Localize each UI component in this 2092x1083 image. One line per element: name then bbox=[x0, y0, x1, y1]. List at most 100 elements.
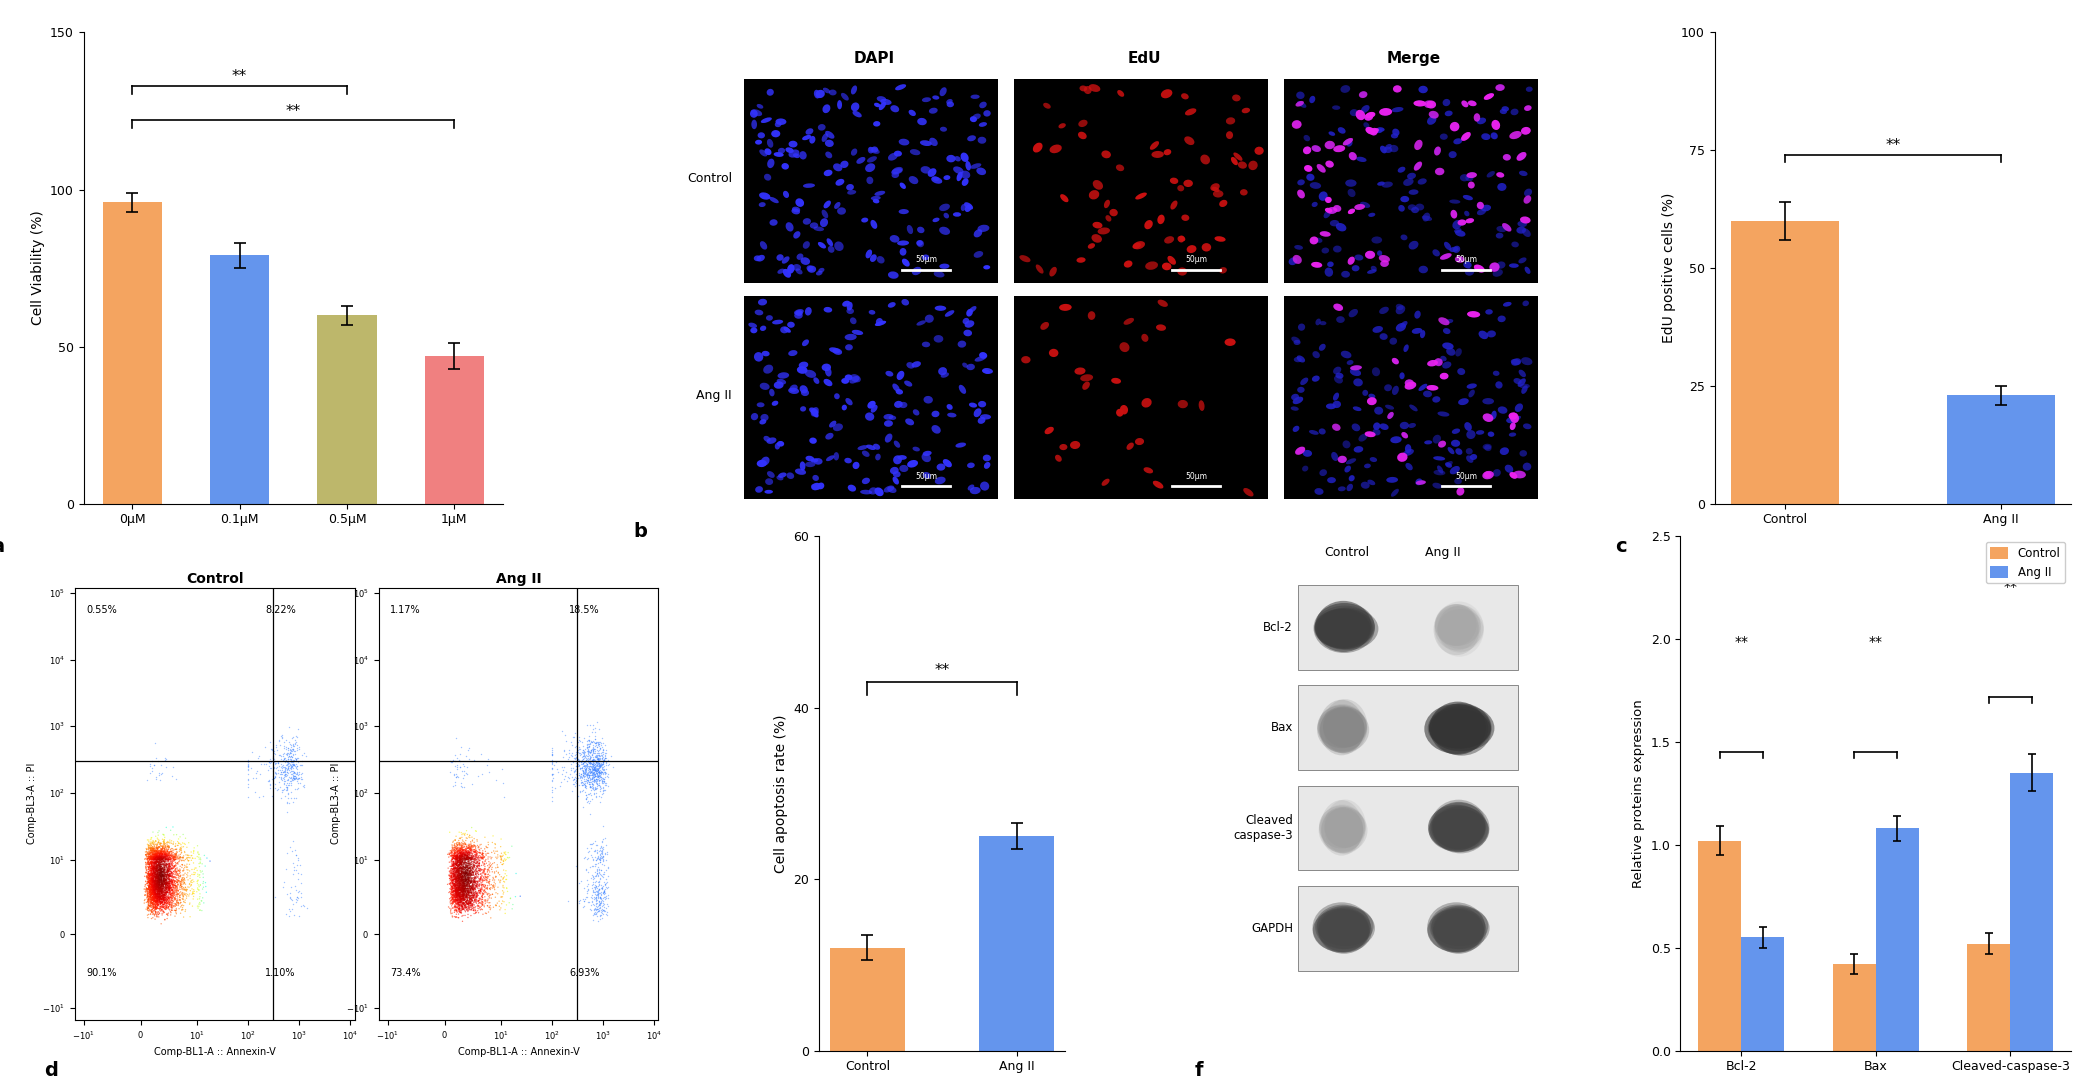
Ellipse shape bbox=[1314, 603, 1374, 653]
Ellipse shape bbox=[1437, 605, 1481, 653]
Ellipse shape bbox=[1322, 807, 1364, 853]
Text: g: g bbox=[1602, 1081, 1617, 1083]
Ellipse shape bbox=[1320, 805, 1366, 851]
Text: Control: Control bbox=[1324, 547, 1370, 560]
Ellipse shape bbox=[1320, 706, 1364, 753]
Ellipse shape bbox=[1437, 605, 1483, 652]
Ellipse shape bbox=[1427, 909, 1483, 952]
Ellipse shape bbox=[1322, 700, 1368, 754]
FancyBboxPatch shape bbox=[1297, 785, 1517, 871]
Bar bbox=[103, 203, 161, 504]
Bar bbox=[2010, 773, 2054, 1051]
Legend: Control, Ang II: Control, Ang II bbox=[1985, 542, 2065, 584]
Bar bbox=[831, 948, 904, 1051]
Ellipse shape bbox=[1320, 708, 1364, 753]
Text: **: ** bbox=[2004, 579, 2017, 593]
Text: Ang II: Ang II bbox=[1425, 547, 1460, 560]
Ellipse shape bbox=[1435, 601, 1483, 656]
Ellipse shape bbox=[1316, 908, 1374, 949]
Ellipse shape bbox=[1429, 803, 1490, 851]
Y-axis label: Cell Viability (%): Cell Viability (%) bbox=[31, 211, 44, 325]
Ellipse shape bbox=[1435, 604, 1477, 647]
Ellipse shape bbox=[1318, 808, 1368, 853]
Ellipse shape bbox=[1318, 806, 1364, 848]
Ellipse shape bbox=[1314, 603, 1374, 649]
Text: c: c bbox=[1615, 536, 1625, 556]
Y-axis label: Relative proteins expression: Relative proteins expression bbox=[1632, 699, 1644, 888]
Text: Bax: Bax bbox=[1270, 721, 1293, 734]
Text: **: ** bbox=[1885, 138, 1900, 153]
Ellipse shape bbox=[1429, 702, 1485, 755]
Ellipse shape bbox=[1425, 704, 1487, 754]
Bar bbox=[1966, 943, 2010, 1051]
Ellipse shape bbox=[1437, 609, 1483, 649]
Bar bbox=[425, 356, 483, 504]
Bar bbox=[318, 315, 377, 504]
Ellipse shape bbox=[1429, 704, 1492, 752]
Ellipse shape bbox=[1433, 801, 1485, 850]
Ellipse shape bbox=[1318, 908, 1370, 954]
Ellipse shape bbox=[1429, 805, 1485, 850]
Text: a: a bbox=[0, 536, 4, 556]
Text: f: f bbox=[1195, 1060, 1203, 1080]
Ellipse shape bbox=[1429, 705, 1494, 752]
Ellipse shape bbox=[1427, 708, 1485, 748]
Ellipse shape bbox=[1431, 799, 1487, 852]
Ellipse shape bbox=[1431, 908, 1490, 949]
Ellipse shape bbox=[1429, 806, 1487, 851]
Ellipse shape bbox=[1431, 706, 1492, 748]
Ellipse shape bbox=[1433, 906, 1483, 952]
Ellipse shape bbox=[1318, 707, 1368, 753]
Bar bbox=[1730, 221, 1839, 504]
Ellipse shape bbox=[1320, 808, 1364, 852]
Bar bbox=[1833, 964, 1877, 1051]
Ellipse shape bbox=[1427, 902, 1485, 953]
Ellipse shape bbox=[1316, 608, 1379, 650]
Ellipse shape bbox=[1316, 601, 1372, 652]
Ellipse shape bbox=[1431, 905, 1487, 947]
Ellipse shape bbox=[1318, 609, 1372, 649]
Bar bbox=[979, 836, 1054, 1051]
Text: **: ** bbox=[935, 663, 950, 678]
FancyBboxPatch shape bbox=[1297, 686, 1517, 770]
Ellipse shape bbox=[1431, 703, 1492, 756]
Ellipse shape bbox=[1435, 604, 1481, 645]
Ellipse shape bbox=[1324, 807, 1366, 848]
Ellipse shape bbox=[1318, 704, 1366, 752]
Ellipse shape bbox=[1324, 799, 1366, 854]
Ellipse shape bbox=[1314, 609, 1370, 648]
Text: b: b bbox=[634, 522, 646, 542]
Ellipse shape bbox=[1431, 807, 1483, 848]
Ellipse shape bbox=[1433, 604, 1479, 655]
Ellipse shape bbox=[1318, 909, 1372, 952]
Ellipse shape bbox=[1429, 904, 1485, 950]
Text: Cleaved
caspase-3: Cleaved caspase-3 bbox=[1234, 814, 1293, 841]
Bar bbox=[1877, 828, 1918, 1051]
Text: d: d bbox=[44, 1060, 59, 1080]
Text: **: ** bbox=[287, 104, 301, 119]
Y-axis label: EdU positive cells (%): EdU positive cells (%) bbox=[1661, 193, 1676, 343]
Bar bbox=[1741, 937, 1784, 1051]
Ellipse shape bbox=[1429, 709, 1492, 748]
Ellipse shape bbox=[1320, 800, 1362, 856]
Ellipse shape bbox=[1314, 605, 1374, 649]
Ellipse shape bbox=[1429, 809, 1490, 852]
Ellipse shape bbox=[1316, 905, 1374, 947]
Text: Bcl-2: Bcl-2 bbox=[1264, 621, 1293, 634]
Ellipse shape bbox=[1318, 700, 1364, 755]
Ellipse shape bbox=[1433, 806, 1487, 853]
FancyBboxPatch shape bbox=[1297, 585, 1517, 669]
Ellipse shape bbox=[1433, 908, 1485, 954]
Ellipse shape bbox=[1435, 606, 1479, 651]
Bar bbox=[209, 256, 270, 504]
Ellipse shape bbox=[1312, 909, 1370, 952]
Text: **: ** bbox=[1868, 636, 1883, 650]
Text: GAPDH: GAPDH bbox=[1251, 922, 1293, 935]
Ellipse shape bbox=[1318, 906, 1368, 952]
Ellipse shape bbox=[1316, 904, 1370, 950]
Bar bbox=[1948, 395, 2054, 504]
Text: **: ** bbox=[232, 69, 247, 84]
Ellipse shape bbox=[1433, 909, 1487, 952]
FancyBboxPatch shape bbox=[1297, 886, 1517, 970]
Text: **: ** bbox=[1734, 636, 1749, 650]
